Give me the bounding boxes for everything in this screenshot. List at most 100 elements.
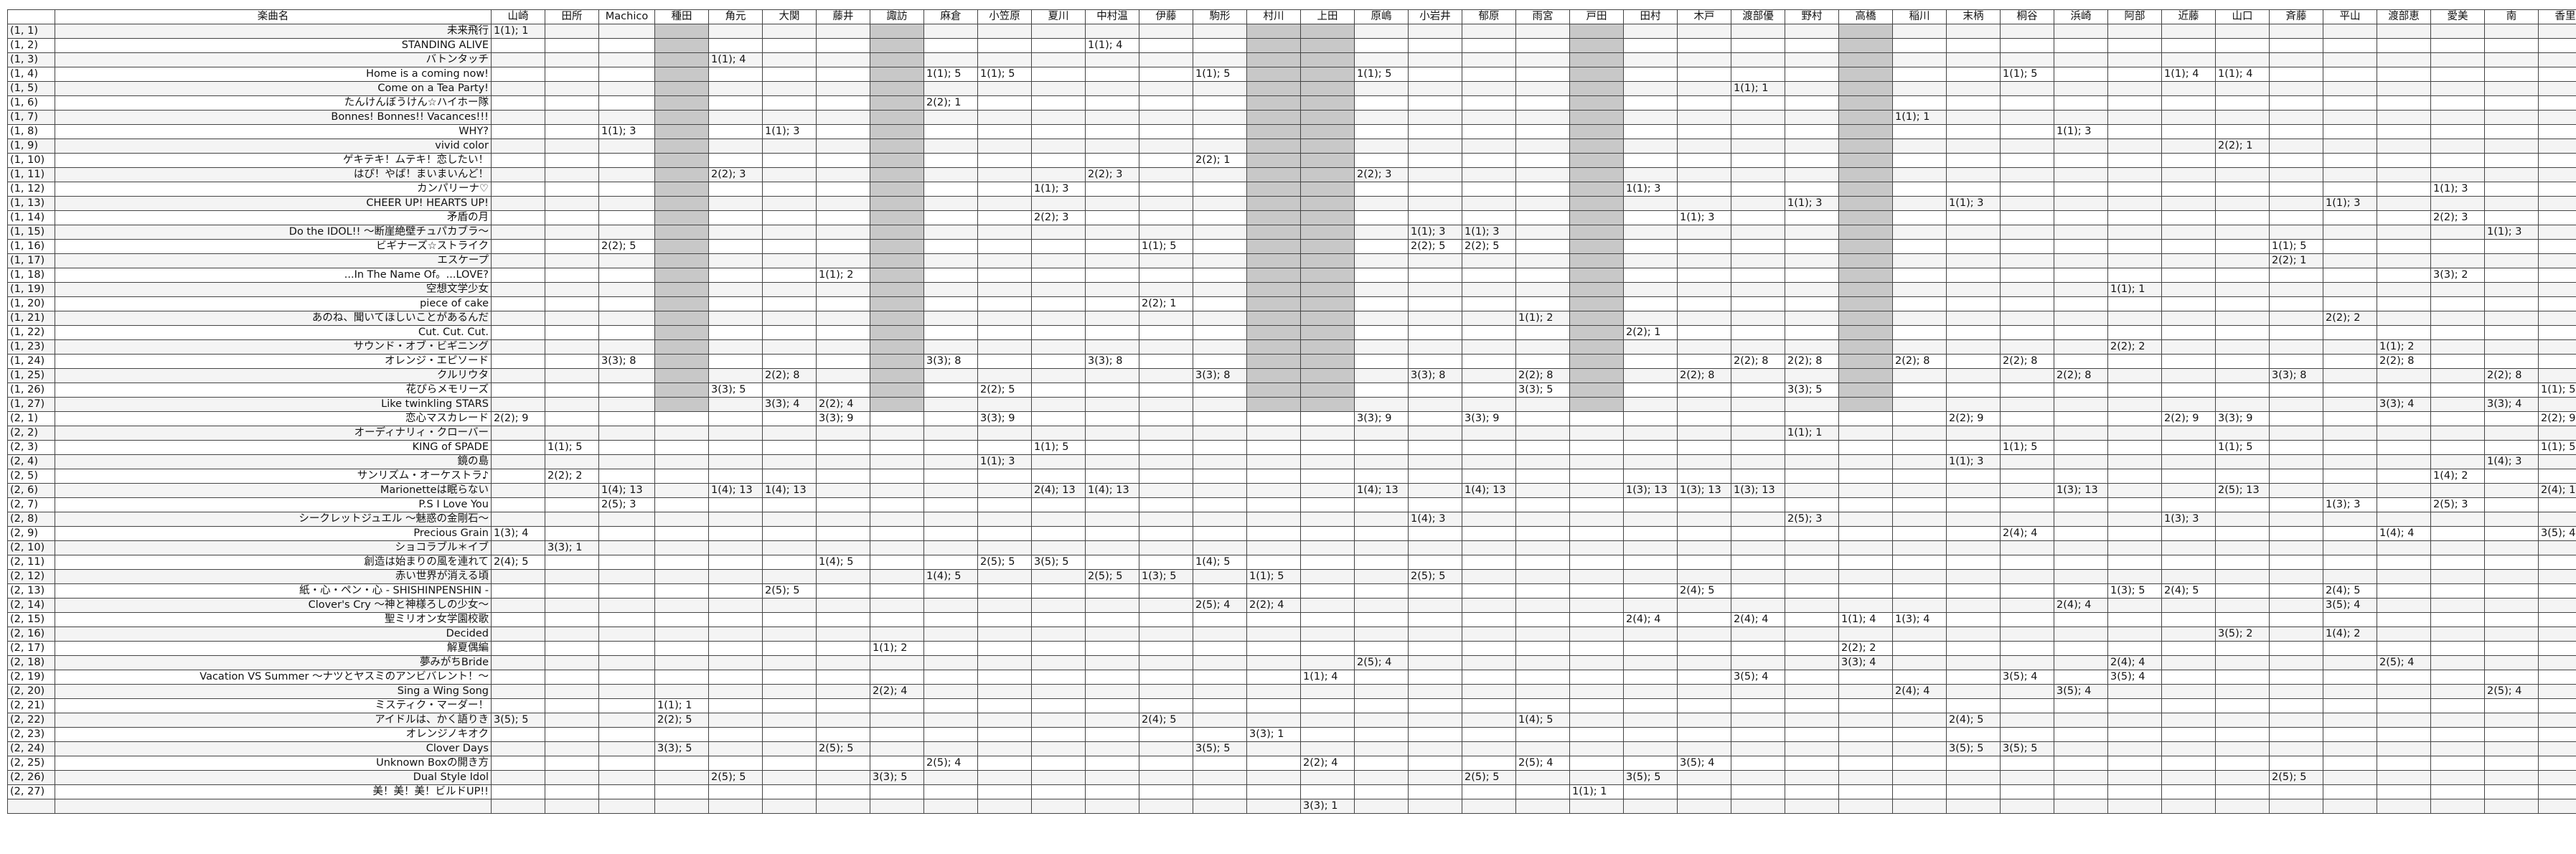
assignment-cell[interactable] [2269,555,2323,570]
assignment-cell[interactable] [1623,67,1678,82]
assignment-cell[interactable] [2484,139,2539,154]
assignment-cell[interactable] [1677,612,1731,627]
assignment-cell[interactable] [1139,124,1193,139]
assignment-cell[interactable] [2000,770,2054,785]
assignment-cell[interactable] [1569,368,1624,383]
assignment-cell[interactable] [1085,282,1139,297]
assignment-cell[interactable] [2269,655,2323,670]
assignment-cell[interactable] [870,469,924,484]
assignment-cell[interactable] [1677,182,1731,197]
assignment-cell[interactable] [1139,67,1193,82]
assignment-cell[interactable]: 3(5); 4 [2107,670,2162,685]
assignment-cell[interactable] [1892,426,1947,441]
assignment-cell[interactable]: 2(2); 8 [2000,354,2054,369]
assignment-cell[interactable] [1838,569,1893,584]
assignment-cell[interactable] [598,167,655,182]
assignment-cell[interactable] [762,627,817,642]
assignment-cell[interactable] [545,598,599,613]
assignment-cell[interactable] [1623,311,1678,326]
assignment-cell[interactable] [1623,52,1678,67]
assignment-cell[interactable] [491,81,545,96]
assignment-cell[interactable] [977,440,1032,455]
assignment-cell[interactable] [1731,454,1785,469]
assignment-cell[interactable] [2538,268,2576,283]
assignment-cell[interactable] [1031,167,1086,182]
assignment-cell[interactable] [2054,95,2108,111]
assignment-cell[interactable] [1785,182,1839,197]
assignment-cell[interactable] [1785,555,1839,570]
assignment-cell[interactable] [491,210,545,225]
assignment-cell[interactable] [762,268,817,283]
assignment-cell[interactable] [1677,641,1731,656]
assignment-cell[interactable] [491,598,545,613]
assignment-cell[interactable] [762,526,817,541]
assignment-cell[interactable] [1031,311,1086,326]
assignment-cell[interactable] [2161,383,2216,398]
assignment-cell[interactable] [870,95,924,111]
assignment-cell[interactable] [977,296,1032,311]
assignment-cell[interactable] [816,598,870,613]
assignment-cell[interactable] [2161,325,2216,340]
assignment-cell[interactable] [2323,641,2377,656]
assignment-cell[interactable]: 2(5); 3 [1785,512,1839,527]
assignment-cell[interactable] [1354,253,1409,268]
assignment-cell[interactable] [977,756,1032,771]
assignment-cell[interactable] [545,124,599,139]
assignment-cell[interactable] [2000,225,2054,240]
assignment-cell[interactable] [1085,713,1139,728]
assignment-cell[interactable] [2269,727,2323,742]
assignment-cell[interactable] [708,469,763,484]
assignment-cell[interactable] [1031,411,1086,426]
assignment-cell[interactable] [2215,641,2270,656]
assignment-cell[interactable] [1892,526,1947,541]
assignment-cell[interactable] [1139,268,1193,283]
assignment-cell[interactable] [2161,253,2216,268]
assignment-cell[interactable] [1193,268,1247,283]
assignment-cell[interactable] [1515,655,1570,670]
assignment-cell[interactable] [1354,469,1409,484]
assignment-cell[interactable] [2377,282,2431,297]
assignment-cell[interactable] [2161,497,2216,512]
assignment-cell[interactable] [1085,698,1139,713]
assignment-cell[interactable]: 3(3); 4 [2377,397,2431,412]
assignment-cell[interactable] [1515,24,1570,39]
assignment-cell[interactable]: 3(5); 2 [2215,627,2270,642]
assignment-cell[interactable] [2161,713,2216,728]
assignment-cell[interactable] [1246,583,1301,599]
assignment-cell[interactable] [1892,81,1947,96]
performer-column-header[interactable]: 近藤 [2161,9,2216,24]
assignment-cell[interactable] [2054,67,2108,82]
assignment-cell[interactable] [2377,52,2431,67]
assignment-cell[interactable] [545,296,599,311]
assignment-cell[interactable] [2538,282,2576,297]
assignment-cell[interactable] [1300,38,1355,53]
assignment-cell[interactable] [654,784,709,799]
assignment-cell[interactable] [1731,569,1785,584]
assignment-cell[interactable] [2000,655,2054,670]
assignment-cell[interactable] [1246,469,1301,484]
assignment-cell[interactable] [1677,124,1731,139]
assignment-cell[interactable] [1731,368,1785,383]
assignment-cell[interactable] [1246,124,1301,139]
assignment-cell[interactable] [2377,110,2431,125]
assignment-cell[interactable] [2107,354,2162,369]
assignment-cell[interactable] [2484,569,2539,584]
assignment-cell[interactable] [2377,741,2431,756]
assignment-cell[interactable] [1731,555,1785,570]
assignment-cell[interactable] [2161,526,2216,541]
assignment-cell[interactable] [491,727,545,742]
assignment-cell[interactable] [491,612,545,627]
assignment-cell[interactable] [870,741,924,756]
assignment-cell[interactable] [2215,713,2270,728]
assignment-cell[interactable] [1139,411,1193,426]
assignment-cell[interactable] [654,497,709,512]
assignment-cell[interactable] [2054,440,2108,455]
assignment-cell[interactable] [491,741,545,756]
assignment-cell[interactable] [1946,497,2001,512]
assignment-cell[interactable] [2161,225,2216,240]
assignment-cell[interactable] [1838,670,1893,685]
assignment-cell[interactable] [2161,110,2216,125]
assignment-cell[interactable] [2000,411,2054,426]
assignment-cell[interactable] [1139,52,1193,67]
assignment-cell[interactable] [2377,225,2431,240]
